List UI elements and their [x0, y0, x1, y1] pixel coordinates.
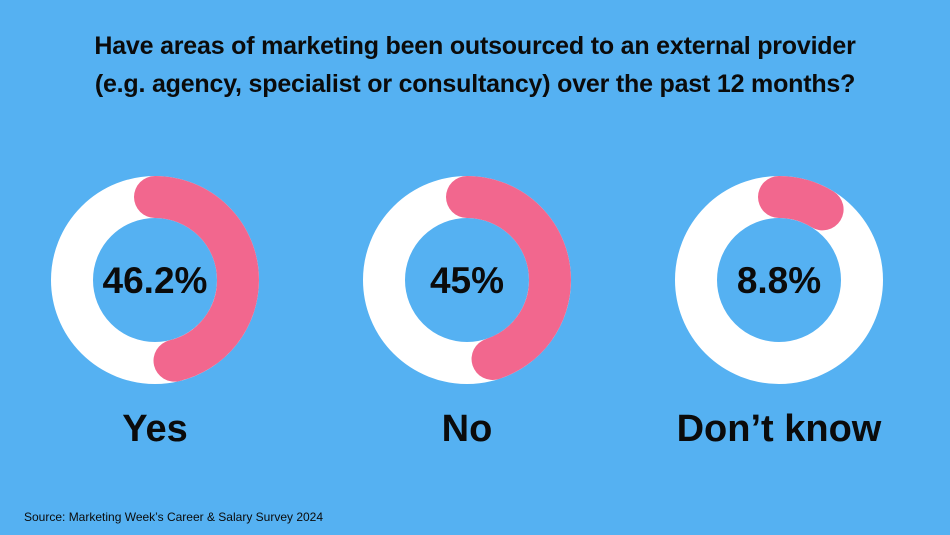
category-label: Don’t know: [677, 408, 882, 450]
ring-value-arc: [51, 176, 259, 384]
source-note: Source: Marketing Week’s Career & Salary…: [24, 510, 324, 524]
donut-yes: 46.2% Yes: [51, 176, 259, 450]
value-label: 8.8%: [737, 260, 821, 301]
chart-title-line-2: (e.g. agency, specialist or consultancy)…: [94, 70, 856, 98]
donut-charts: 46.2% Yes 45% No 8.8% Don’t know: [51, 176, 883, 450]
category-label: No: [442, 408, 493, 450]
donut-no: 45% No: [363, 176, 571, 450]
chart-title-line-1: Have areas of marketing been outsourced …: [94, 32, 856, 60]
ring-value-arc: [363, 176, 571, 384]
donut-don-t-know: 8.8% Don’t know: [675, 176, 883, 450]
value-label: 45%: [430, 260, 504, 301]
category-label: Yes: [122, 408, 188, 450]
ring-value-arc: [675, 176, 883, 384]
value-label: 46.2%: [103, 260, 208, 301]
